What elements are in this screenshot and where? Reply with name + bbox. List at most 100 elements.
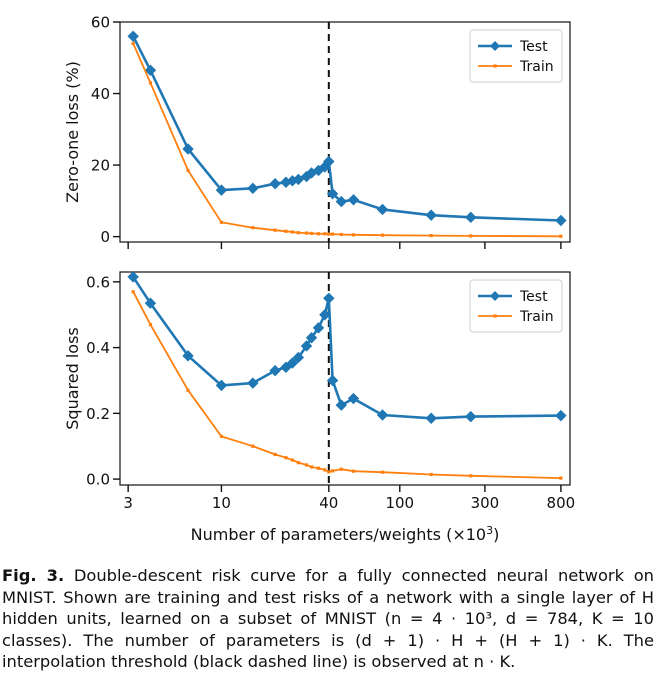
train-point	[219, 434, 224, 438]
panel-top: 0 20 40 60 Zero-one loss (%) Test Train	[63, 14, 571, 249]
legend: Test Train	[469, 29, 563, 83]
train-point	[290, 458, 295, 462]
train-point	[304, 463, 309, 467]
train-point	[309, 231, 314, 236]
test-point	[347, 194, 360, 206]
test-point	[326, 374, 339, 387]
test-point	[312, 322, 325, 334]
train-point	[296, 461, 300, 465]
test-point	[127, 271, 139, 283]
y-tick-label: 0.4	[86, 339, 110, 357]
x-tick-label: 800	[547, 494, 576, 512]
test-point	[215, 184, 228, 196]
y-tick-label: 60	[91, 14, 110, 32]
test-point	[269, 364, 281, 377]
train-point	[323, 232, 327, 236]
legend-label: Test	[519, 39, 548, 55]
test-point	[555, 409, 567, 422]
train-point	[284, 456, 288, 460]
test-point	[182, 350, 194, 362]
train-point	[327, 470, 331, 474]
train-point	[469, 474, 473, 478]
y-tick-label: 20	[91, 157, 110, 175]
y-tick-label: 0	[100, 228, 110, 246]
x-tick-label: 300	[471, 494, 500, 512]
test-point	[247, 182, 259, 195]
test-point	[465, 410, 477, 423]
test-point	[555, 214, 567, 227]
train-point	[380, 233, 385, 237]
test-point	[144, 297, 157, 309]
test-point	[376, 203, 389, 216]
test-point	[144, 64, 157, 76]
train-point	[380, 470, 385, 474]
legend: Test Train	[469, 279, 563, 333]
train-point	[131, 41, 135, 46]
train-point	[339, 232, 343, 237]
test-point	[326, 188, 339, 200]
test-point	[215, 379, 228, 392]
y-tick-label: 0.2	[86, 405, 110, 423]
legend-marker	[493, 64, 497, 68]
train-point	[351, 469, 356, 473]
train-point	[339, 467, 343, 471]
x-tick-label: 100	[385, 494, 414, 512]
test-point	[280, 361, 292, 374]
y-axis-label: Zero-one loss (%)	[63, 61, 82, 203]
panel-bottom: 0.0 0.2 0.4 0.6 Squared loss 3 10 40 100 300 800 Te…	[63, 271, 576, 544]
test-point	[319, 309, 331, 321]
train-point	[469, 234, 473, 238]
test-point	[292, 351, 305, 364]
test-point	[376, 409, 389, 421]
test-point	[335, 399, 348, 411]
test-point	[425, 209, 437, 221]
train-point	[309, 465, 314, 469]
x-tick-label: 40	[319, 494, 338, 512]
train-point	[186, 168, 190, 173]
x-axis-label: Number of parameters/weights (×103)	[191, 524, 500, 544]
test-point	[292, 173, 305, 186]
test-point	[127, 30, 139, 43]
train-point	[330, 232, 335, 236]
y-tick-label: 0.0	[86, 471, 110, 489]
y-tick-label: 40	[91, 85, 110, 103]
train-point	[316, 232, 321, 236]
plot-frame	[119, 271, 571, 486]
train-point	[148, 322, 153, 327]
legend-marker	[490, 291, 500, 301]
test-point	[182, 143, 194, 155]
test-point	[300, 340, 313, 352]
train-point	[330, 469, 335, 473]
train-point	[273, 452, 277, 457]
train-point	[251, 444, 255, 448]
train-point	[186, 388, 190, 392]
test-point	[465, 211, 477, 224]
train-point	[316, 466, 321, 470]
test-point	[247, 377, 259, 389]
train-point	[219, 220, 224, 224]
y-axis-label: Squared loss	[63, 327, 82, 429]
figure-caption: Fig. 3. Double-descent risk curve for a …	[2, 565, 654, 673]
test-point	[269, 177, 281, 190]
test-point	[425, 412, 437, 424]
train-point	[251, 226, 255, 230]
legend-marker	[490, 41, 500, 51]
train-point	[559, 234, 563, 238]
train-point	[296, 231, 300, 235]
x-tick-label: 3	[123, 494, 133, 512]
x-tick-label: 10	[212, 494, 231, 512]
test-point	[347, 392, 360, 405]
train-point	[429, 472, 433, 477]
train-point	[284, 229, 288, 233]
train-point	[148, 81, 153, 85]
train-point	[323, 468, 327, 472]
legend-label: Test	[519, 289, 548, 305]
train-point	[429, 233, 433, 238]
test-point	[286, 357, 299, 369]
plot-frame	[119, 21, 571, 243]
test-point	[305, 332, 318, 344]
train-point	[304, 231, 309, 235]
train-point	[131, 290, 135, 294]
legend-label: Train	[519, 309, 554, 325]
